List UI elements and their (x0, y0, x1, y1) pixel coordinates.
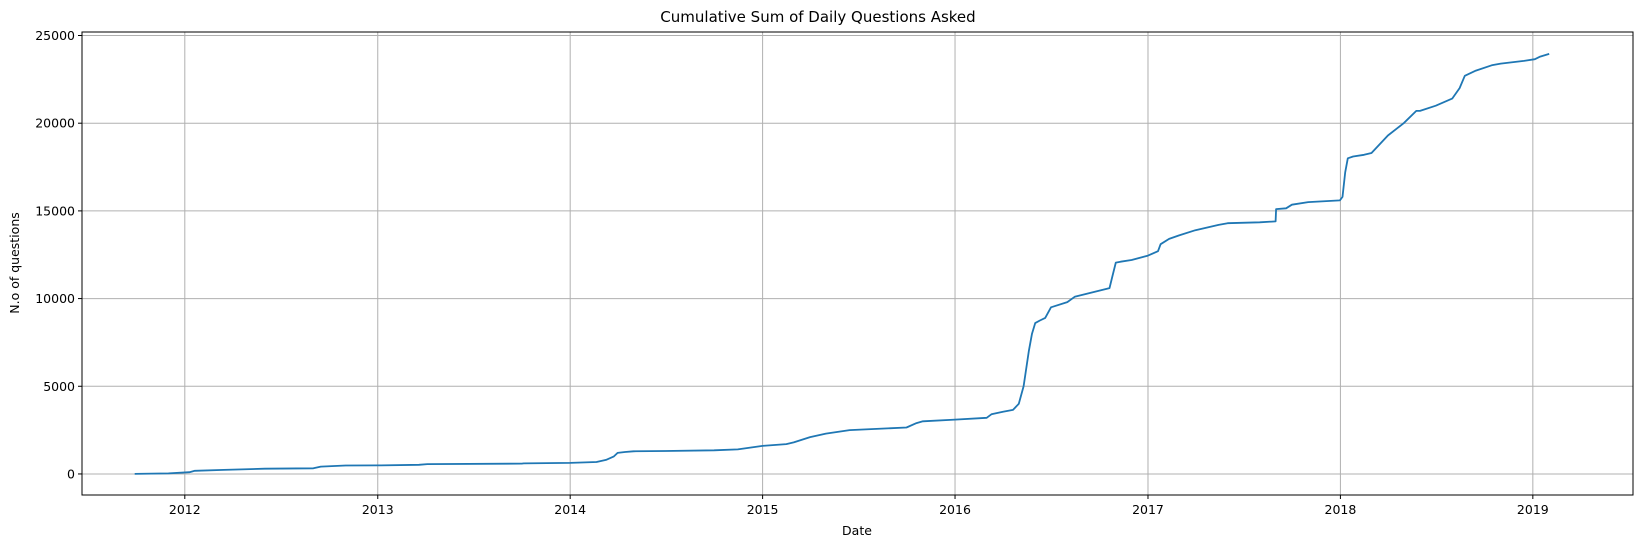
y-tick-label: 15000 (35, 203, 75, 218)
x-tick-label: 2014 (554, 502, 586, 517)
grid (82, 32, 1633, 495)
x-tick-label: 2016 (939, 502, 971, 517)
y-tick-label: 10000 (35, 291, 75, 306)
y-tick-label: 25000 (35, 28, 75, 43)
x-tick-label: 2013 (362, 502, 394, 517)
x-tick-label: 2017 (1132, 502, 1164, 517)
x-tick-label: 2018 (1325, 502, 1357, 517)
x-tick-label: 2019 (1517, 502, 1549, 517)
axis-ticks: 2012 2013 2014 2015 2016 2017 2018 2019 0 5000 100… (35, 28, 1549, 517)
x-axis-label: Date (842, 523, 872, 538)
series-line (134, 53, 1550, 475)
x-tick-label: 2012 (169, 502, 201, 517)
chart-title: Cumulative Sum of Daily Questions Asked (660, 8, 975, 26)
x-tick-label: 2015 (747, 502, 779, 517)
y-tick-label: 20000 (35, 116, 75, 131)
y-axis-label: N.o of questions (7, 212, 22, 313)
plot-frame (81, 31, 1634, 496)
y-tick-label: 5000 (43, 379, 75, 394)
y-tick-label: 0 (67, 466, 75, 481)
